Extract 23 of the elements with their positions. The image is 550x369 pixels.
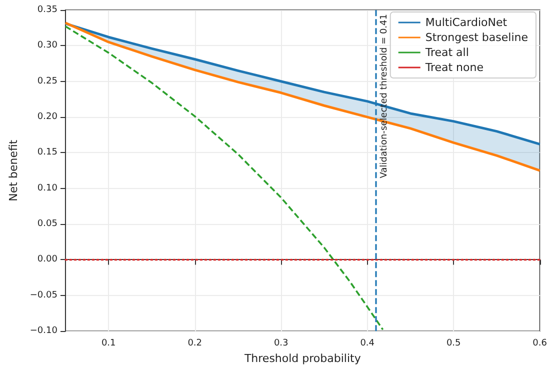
- ref-line-label: Validation-selected threshold = 0.41: [379, 14, 390, 178]
- y-tick-label: 0.10: [37, 183, 58, 194]
- legend-label: Strongest baseline: [425, 31, 528, 44]
- x-tick-label: 0.4: [360, 338, 375, 349]
- x-tick-label: 0.1: [101, 338, 116, 349]
- y-tick-label: 0.15: [37, 148, 58, 158]
- y-tick-label: 0.25: [37, 76, 58, 86]
- x-tick-label: 0.3: [274, 338, 288, 349]
- x-tick-label: 0.5: [446, 338, 461, 349]
- y-tick-label: 0.05: [37, 219, 58, 230]
- y-tick-label: 0.35: [37, 5, 58, 15]
- legend-label: MultiCardioNet: [425, 16, 508, 29]
- y-axis-title: Net benefit: [7, 139, 20, 202]
- y-tick-label: −0.10: [30, 326, 58, 336]
- x-tick-label: 0.2: [188, 338, 202, 349]
- legend-label: Treat all: [424, 46, 469, 59]
- legend-label: Treat none: [424, 61, 484, 74]
- y-tick-label: 0.00: [37, 254, 58, 265]
- x-tick-label: 0.6: [532, 338, 548, 349]
- y-tick-label: 0.20: [37, 112, 58, 122]
- x-axis-title: Threshold probability: [243, 352, 362, 365]
- y-tick-label: 0.30: [37, 40, 58, 51]
- y-tick-label: −0.05: [30, 290, 58, 300]
